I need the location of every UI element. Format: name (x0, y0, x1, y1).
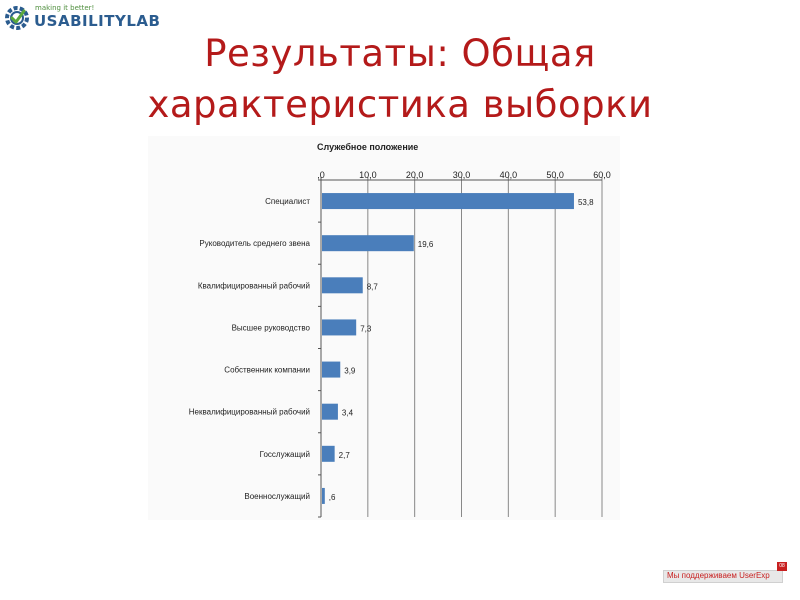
bar (322, 277, 363, 294)
slide-title-line-1: Результаты: Общая (204, 32, 596, 75)
category-label: Специалист (265, 197, 310, 206)
bar (322, 193, 574, 210)
footer-badge-bar (663, 570, 783, 583)
category-label: Неквалифицированный рабочий (189, 408, 310, 417)
data-label: ,6 (329, 493, 336, 502)
data-label: 8,7 (367, 282, 379, 291)
x-tick-label: 50,0 (546, 170, 564, 180)
logo-tagline: making it better! (35, 4, 95, 12)
category-label: Собственник компании (224, 366, 310, 375)
x-tick-label: 30,0 (453, 170, 471, 180)
category-label: Госслужащий (260, 450, 310, 459)
x-tick-label: 10,0 (359, 170, 377, 180)
chart-title: Служебное положение (317, 142, 418, 152)
data-label: 3,4 (342, 409, 354, 418)
data-label: 2,7 (339, 451, 351, 460)
logo-brand: USABILITYLAB (34, 12, 161, 30)
slide-title-line-2: характеристика выборки (147, 83, 653, 126)
gear-icon (5, 6, 29, 30)
x-tick-label: 40,0 (500, 170, 518, 180)
slide-title: Результаты: Общая характеристика выборки (0, 28, 800, 130)
footer-badge-text: Мы поддерживаем UserExp (667, 571, 770, 580)
bar (322, 487, 325, 504)
category-label: Военнослужащий (244, 492, 310, 501)
x-tick-label: 60,0 (593, 170, 611, 180)
data-label: 3,9 (344, 367, 356, 376)
footer-badge[interactable]: Мы поддерживаем UserExp 08 (663, 562, 787, 583)
bar-chart: Служебное положение ,0 10,0 20,0 30,0 40,0 50,… (189, 142, 611, 518)
bar (322, 235, 414, 252)
data-label: 7,3 (360, 324, 372, 333)
category-label: Руководитель среднего звена (199, 239, 310, 248)
category-label: Высшее руководство (232, 323, 311, 332)
x-tick-label: ,0 (317, 170, 325, 180)
footer-badge-corner: 08 (777, 562, 787, 571)
bar (322, 361, 341, 378)
category-label: Квалифицированный рабочий (198, 281, 310, 290)
bar (322, 319, 357, 336)
bar (322, 403, 338, 420)
x-tick-label: 20,0 (406, 170, 424, 180)
data-label: 19,6 (418, 240, 434, 249)
data-label: 53,8 (578, 198, 594, 207)
bar (322, 445, 335, 462)
usabilitylab-logo: making it better! USABILITYLAB (3, 0, 203, 36)
